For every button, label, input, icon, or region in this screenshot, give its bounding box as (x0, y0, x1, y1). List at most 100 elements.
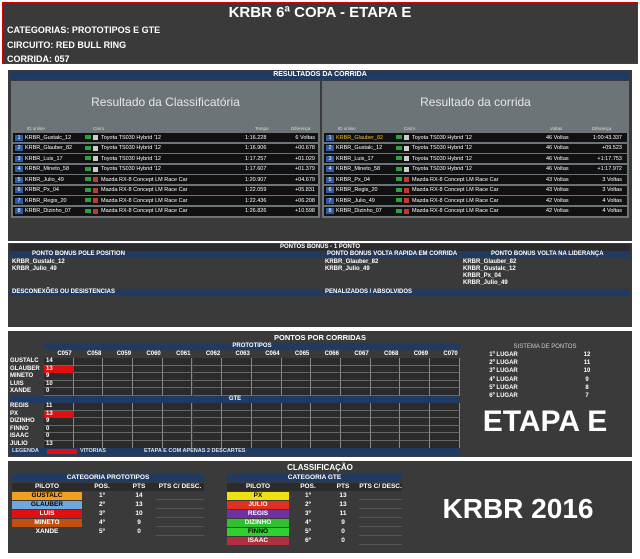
points-cell (281, 410, 312, 419)
result-pos: 7 (326, 197, 334, 204)
car-icon (404, 187, 409, 193)
etapa-label: ETAPA E (482, 405, 608, 438)
classification-pos: 4º (99, 519, 105, 526)
classification-pts: 0 (341, 528, 345, 535)
classification-pts: 13 (339, 501, 347, 508)
result-time: 46 Voltas (546, 134, 569, 141)
points-cell (281, 373, 312, 381)
result-driver: KRBR_Mineto_58 (336, 166, 381, 172)
result-time: 1:22.436 (245, 197, 267, 204)
disconnections-title: DESCONEXÕES OU DESISTENCIAS (10, 289, 322, 296)
categories-line: CATEGORIAS: PROTOTIPOS E GTE (7, 25, 161, 35)
legend-label: LEGENDA (12, 448, 39, 454)
points-value: 9 (46, 373, 50, 380)
points-cell (400, 418, 431, 426)
result-row: 6 KRBR_Px_04 Mazda RX-8 Concept LM Race Ca… (13, 185, 318, 195)
points-cell (162, 410, 193, 419)
point-system-place: 6º LUGAR (489, 393, 518, 399)
result-time: 1:20.907 (245, 176, 267, 183)
car-icon (93, 208, 98, 214)
bonus-title: PONTOS BONUS - 1 PONTO (10, 244, 630, 251)
race-title: Resultado da corrida (420, 95, 531, 109)
classification-title: CLASSIFICAÇÃO (287, 463, 353, 472)
points-value: 0 (46, 425, 50, 432)
points-cell (192, 365, 223, 374)
cat-gte-title: CATEGORIA GTE (227, 474, 402, 482)
points-cell (44, 403, 74, 411)
points-cell (162, 388, 193, 396)
legend-vitorias: VITORIAS (80, 448, 106, 454)
result-time: 46 Voltas (546, 155, 569, 162)
classification-pilot: DIZINHO (227, 519, 289, 527)
result-pos: 8 (15, 208, 23, 214)
brazil-flag-icon (396, 135, 402, 139)
lead-lap-title: PONTO BONUS VOLTA NA LIDERANÇA (461, 251, 630, 258)
result-time: 1:16.228 (245, 134, 267, 141)
classification-pos: 5º (305, 528, 311, 535)
result-car: Toyota TS030 Hybrid '12 (101, 134, 161, 141)
points-value: 0 (46, 433, 50, 440)
brazil-flag-icon (396, 177, 402, 181)
car-icon (93, 187, 98, 193)
result-diff: +01.029 (294, 155, 315, 162)
points-value: 14 (46, 358, 53, 364)
result-driver: KRBR_Glauber_82 (336, 134, 384, 141)
points-cell (370, 418, 401, 426)
points-cell (400, 433, 431, 441)
result-time: 1:16.906 (245, 145, 267, 151)
points-cell (251, 433, 282, 441)
result-driver: KRBR_Dizinho_07 (336, 208, 382, 214)
points-cell (162, 373, 193, 381)
points-cell (222, 358, 252, 366)
result-time: 46 Voltas (546, 145, 569, 151)
points-cell (192, 418, 223, 426)
result-pos: 4 (15, 166, 23, 172)
points-cell (281, 358, 312, 366)
fast-lap-driver-1: KRBR_Glauber_82 (325, 259, 379, 265)
lead-lap-driver-1: KRBR_Glauber_82 (463, 259, 517, 265)
car-icon (404, 198, 409, 203)
result-driver: KRBR_Dizinho_07 (25, 208, 71, 214)
result-car: Toyota TS030 Hybrid '12 (101, 155, 161, 162)
result-time: 1:26.826 (245, 208, 267, 214)
result-car: Mazda RX-8 Concept LM Race Car (101, 187, 188, 193)
race-screenshot: Resultado da corrida ID online Carro Vol… (322, 81, 629, 218)
result-car: Mazda RX-8 Concept LM Race Car (101, 197, 188, 204)
result-car: Toyota TS030 Hybrid '12 (412, 166, 472, 172)
point-system-points: 9 (585, 376, 589, 383)
result-diff: +1:17.753 (597, 155, 622, 162)
car-icon (404, 156, 409, 161)
classification-pts-desc (156, 501, 204, 509)
race-line: CORRIDA: 057 (7, 54, 70, 64)
points-cell (73, 380, 104, 389)
points-value: 11 (46, 403, 53, 409)
car-icon (93, 135, 98, 140)
classification-pilot: LUIS (12, 510, 82, 518)
points-cell (341, 433, 371, 441)
result-pos: 7 (15, 197, 23, 204)
points-cell (192, 373, 223, 381)
race-header: C069 (413, 351, 429, 357)
classification-pts: 11 (339, 510, 347, 517)
brazil-flag-icon (85, 198, 91, 202)
points-cell (251, 373, 282, 381)
point-system-place: 2º LUGAR (489, 360, 518, 367)
points-cell (251, 365, 282, 374)
brazil-flag-icon (396, 166, 402, 171)
points-pilot-name: GUSTALC (10, 358, 39, 364)
classification-pts-desc (359, 519, 402, 527)
result-row: 4 KRBR_Mineto_58 Toyota TS030 Hybrid '12 1:… (13, 164, 318, 174)
result-driver: KRBR_Regis_20 (336, 187, 378, 193)
result-diff: 3 Voltas (602, 187, 622, 193)
result-diff: +04.679 (294, 176, 315, 183)
result-row: 1 KRBR_Gustalc_12 Toyota TS030 Hybrid '12 1… (13, 133, 318, 142)
points-cell (162, 358, 193, 366)
result-pos: 1 (15, 134, 23, 141)
points-cell (281, 425, 312, 434)
result-diff: +1:17.972 (597, 166, 622, 172)
points-pilot-name: REGIS (10, 403, 29, 409)
points-cell (192, 433, 223, 441)
points-cell (44, 433, 74, 441)
points-cell (430, 403, 460, 411)
classification-pts: 0 (137, 528, 141, 535)
